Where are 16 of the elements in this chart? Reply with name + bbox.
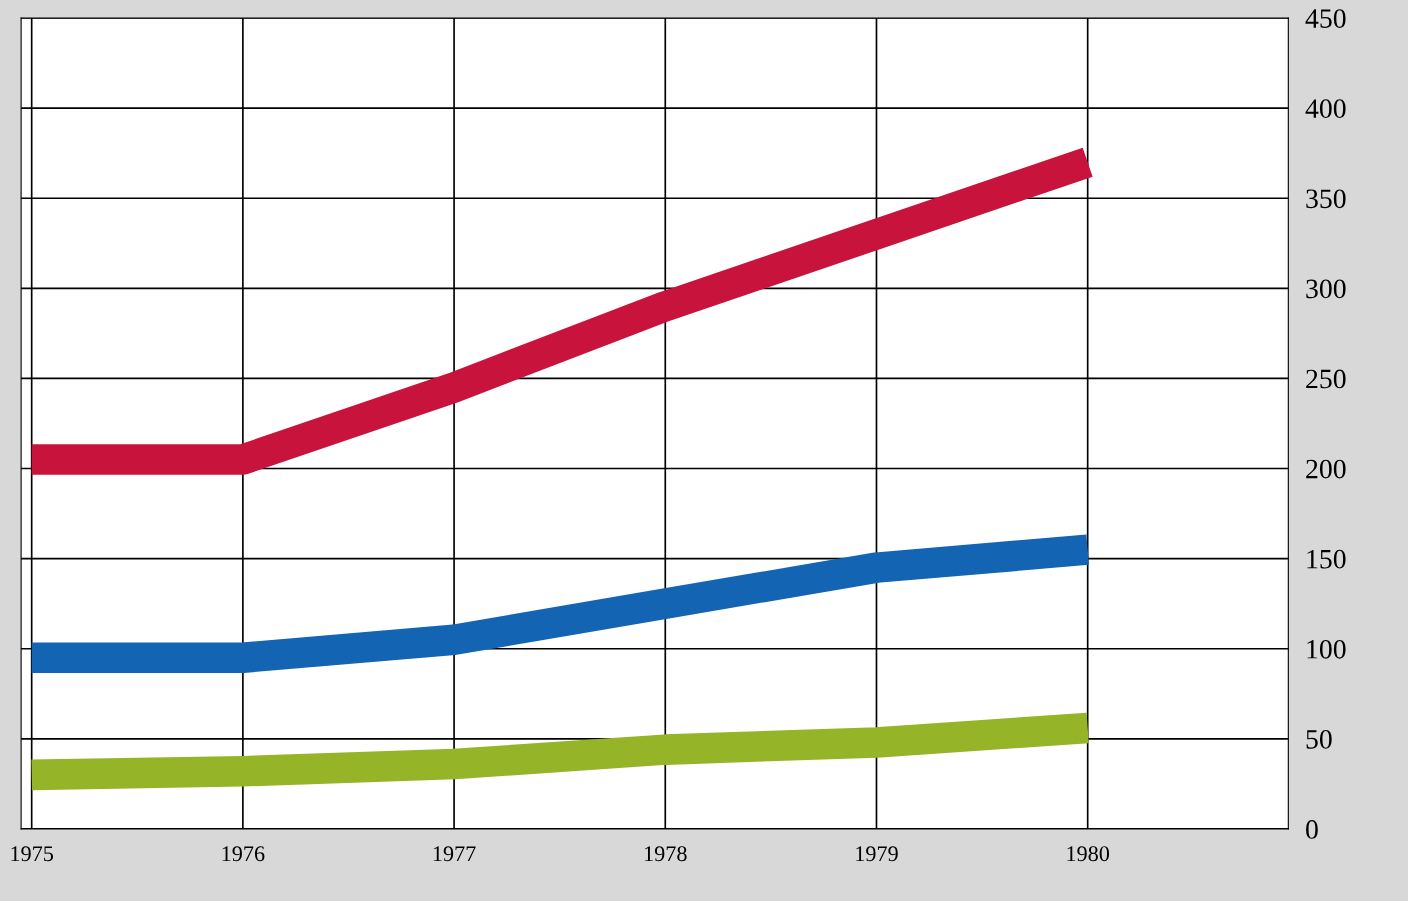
x-tick-label: 1975 [11,846,54,862]
y-tick-label: 350 [1306,189,1346,209]
y-tick-label: 300 [1306,279,1346,299]
y-tick-label: 250 [1306,369,1346,389]
y-tick-label: 450 [1305,9,1346,28]
x-tick-label: 1977 [433,846,476,862]
x-tick-label: 1978 [645,846,687,862]
x-tick-label: 1976 [222,846,265,862]
y-tick-label: 200 [1306,459,1346,479]
x-tick-label: 1979 [856,846,898,862]
x-tick-label: 1980 [1067,846,1110,862]
y-tick-label: 400 [1305,99,1346,119]
y-tick-label: 100 [1307,639,1346,659]
y-tick-label: 50 [1306,729,1332,749]
y-tick-label: 150 [1307,549,1346,569]
y-tick-label: 0 [1306,820,1318,839]
